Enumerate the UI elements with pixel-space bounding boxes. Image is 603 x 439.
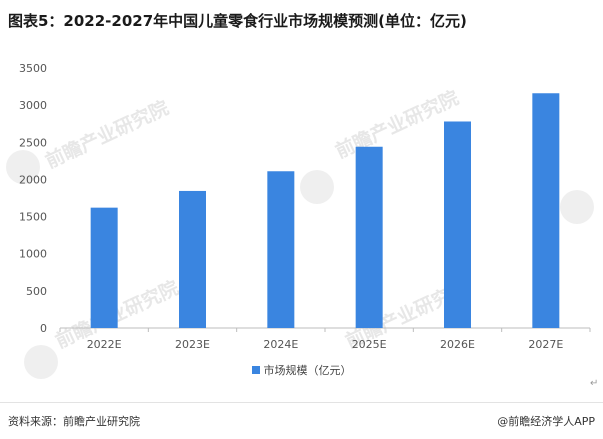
paragraph-mark: ↵ (590, 378, 599, 389)
chart-legend: 市场规模（亿元） (0, 362, 603, 378)
bar-2022E (90, 207, 118, 328)
y-tick-label: 2500 (19, 136, 47, 149)
legend-swatch (251, 366, 260, 374)
y-tick-label: 2000 (19, 173, 47, 186)
y-tick-label: 1000 (19, 248, 47, 261)
bar-2027E (532, 93, 560, 328)
x-tick-label: 2023E (175, 338, 210, 351)
chart-title: 图表5：2022-2027年中国儿童零食行业市场规模预测(单位：亿元) (8, 12, 467, 30)
y-tick-label: 0 (40, 322, 47, 335)
bar-2025E (355, 146, 383, 328)
x-tick-label: 2022E (87, 338, 122, 351)
bar-2023E (179, 190, 206, 328)
x-tick-label: 2026E (440, 338, 475, 351)
x-tick-label: 2025E (352, 338, 387, 351)
watermark-logo-icon (300, 170, 334, 204)
x-tick-label: 2027E (528, 338, 563, 351)
y-tick-label: 1500 (19, 211, 47, 224)
watermark-logo-icon (6, 150, 40, 184)
y-tick-label: 3500 (19, 62, 47, 75)
legend-label: 市场规模（亿元） (263, 364, 352, 377)
y-tick-label: 3000 (19, 99, 47, 112)
x-tick-label: 2024E (263, 338, 298, 351)
brand-label: @前瞻经济学人APP (497, 415, 595, 428)
y-tick-label: 500 (26, 285, 47, 298)
source-note: 资料来源：前瞻产业研究院 (8, 415, 140, 428)
bar-2026E (444, 121, 471, 328)
bar-2024E (267, 171, 295, 328)
watermark-logo-icon (560, 190, 594, 224)
bar-chart: 0 500 1000 1500 2000 2500 3000 3500 2022E 2023E 20… (19, 62, 591, 351)
watermark-logo-icon (24, 345, 58, 379)
footer-divider (0, 402, 603, 403)
